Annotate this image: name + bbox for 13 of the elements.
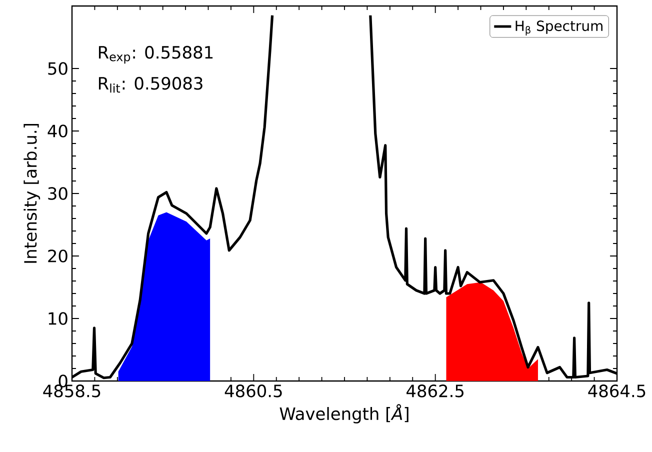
- annotation: R$_{lit}$: 0.59083: [98, 76, 202, 93]
- annotation: R$_{exp}$: 0.55881: [98, 46, 213, 64]
- y-tick-label: 10: [48, 312, 68, 325]
- legend-label: H$_{β}$ Spectrum: [516, 20, 602, 36]
- x-tick-label: 4864.5: [588, 384, 646, 398]
- y-axis-title: Intensity [arb.u.]: [24, 124, 40, 263]
- y-tick-label: 20: [48, 250, 68, 262]
- x-axis-title: Wavelength [Å]: [280, 404, 408, 424]
- x-tick-label: 4862.5: [406, 384, 464, 398]
- y-tick-label: 30: [48, 187, 68, 200]
- y-tick-label: 40: [48, 124, 68, 138]
- x-tick-label: 4860.5: [224, 384, 282, 398]
- y-tick-label: 50: [48, 62, 68, 75]
